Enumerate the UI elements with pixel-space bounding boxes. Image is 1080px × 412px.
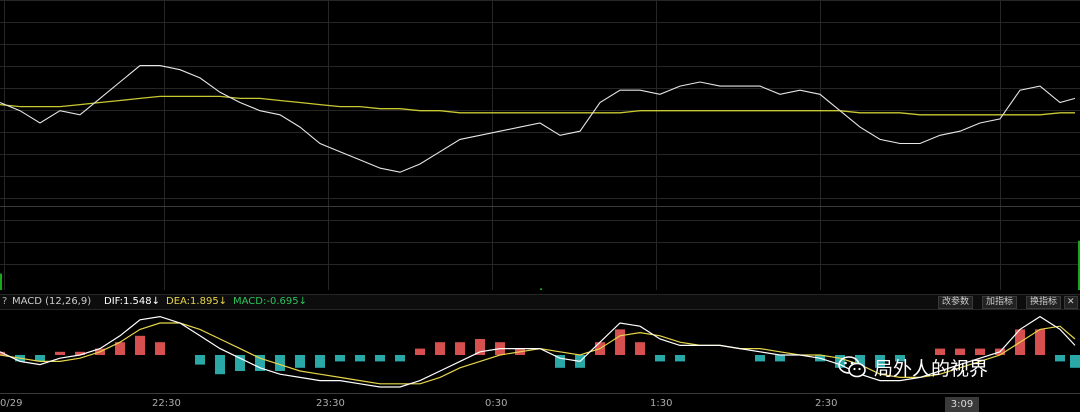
macd-bar: [75, 351, 85, 355]
macd-bar: [275, 355, 285, 371]
macd-bar: [755, 355, 765, 362]
macd-bar: [395, 355, 405, 362]
macd-bar: [195, 355, 205, 365]
change-params-button[interactable]: 改参数: [938, 296, 974, 309]
macd-bar: [435, 342, 445, 355]
macd-value: MACD:-0.695↓: [233, 296, 307, 307]
macd-bar: [975, 348, 985, 355]
macd-bar: [1035, 329, 1045, 355]
cursor-time-label: 3:09: [945, 397, 979, 412]
indicator-name[interactable]: MACD (12,26,9): [12, 296, 92, 307]
watermark-text: 局外人的视界: [874, 357, 989, 380]
switch-indicator-button[interactable]: 换指标: [1026, 296, 1062, 309]
macd-bar: [675, 355, 685, 362]
macd-bar: [155, 342, 165, 355]
macd-bar: [235, 355, 245, 371]
macd-bar: [555, 355, 565, 368]
average-price-line: [0, 95, 1075, 116]
close-icon[interactable]: ✕: [1064, 296, 1078, 309]
macd-bar: [1070, 355, 1080, 368]
macd-bar: [215, 355, 225, 375]
macd-bar: [455, 342, 465, 355]
macd-bar: [335, 355, 345, 362]
volume-bar: [0, 273, 2, 290]
price-line: [0, 65, 1076, 173]
macd-bar: [55, 351, 65, 355]
macd-bar: [955, 348, 965, 355]
macd-bar: [655, 355, 665, 362]
macd-bar: [135, 335, 145, 355]
help-icon[interactable]: ?: [2, 296, 8, 307]
macd-bar: [875, 355, 885, 368]
macd-bar: [355, 355, 365, 362]
add-indicator-button[interactable]: 加指标: [982, 296, 1018, 309]
macd-bar: [415, 348, 425, 355]
macd-bar: [935, 348, 945, 355]
x-tick-label: 2:30: [815, 398, 838, 409]
dif-line: [0, 315, 1076, 388]
x-tick-label: 23:30: [316, 398, 345, 409]
macd-bar: [315, 355, 325, 368]
macd-bar: [1055, 355, 1065, 362]
volume-bar: [1078, 240, 1080, 290]
macd-bar: [255, 355, 265, 371]
macd-bar: [635, 342, 645, 355]
macd-bar: [295, 355, 305, 368]
indicator-bar: ? MACD (12,26,9) DIF:1.548↓ DEA:1.895↓ M…: [0, 294, 1080, 310]
macd-bar: [895, 355, 905, 362]
macd-bar: [115, 342, 125, 355]
macd-bar: [375, 355, 385, 362]
macd-bar: [475, 339, 485, 355]
x-tick-label: 22:30: [152, 398, 181, 409]
volume-bar: [540, 288, 542, 290]
dea-value: DEA:1.895↓: [166, 296, 228, 307]
x-tick-label: 0:30: [485, 398, 508, 409]
macd-bar: [35, 355, 45, 362]
dif-value: DIF:1.548↓: [104, 296, 161, 307]
macd-bar: [615, 329, 625, 355]
watermark: 局外人的视界: [838, 352, 988, 382]
x-tick-label: 0/29: [0, 398, 23, 409]
macd-bar: [775, 355, 785, 362]
x-tick-label: 1:30: [650, 398, 673, 409]
wechat-icon: [838, 356, 866, 378]
